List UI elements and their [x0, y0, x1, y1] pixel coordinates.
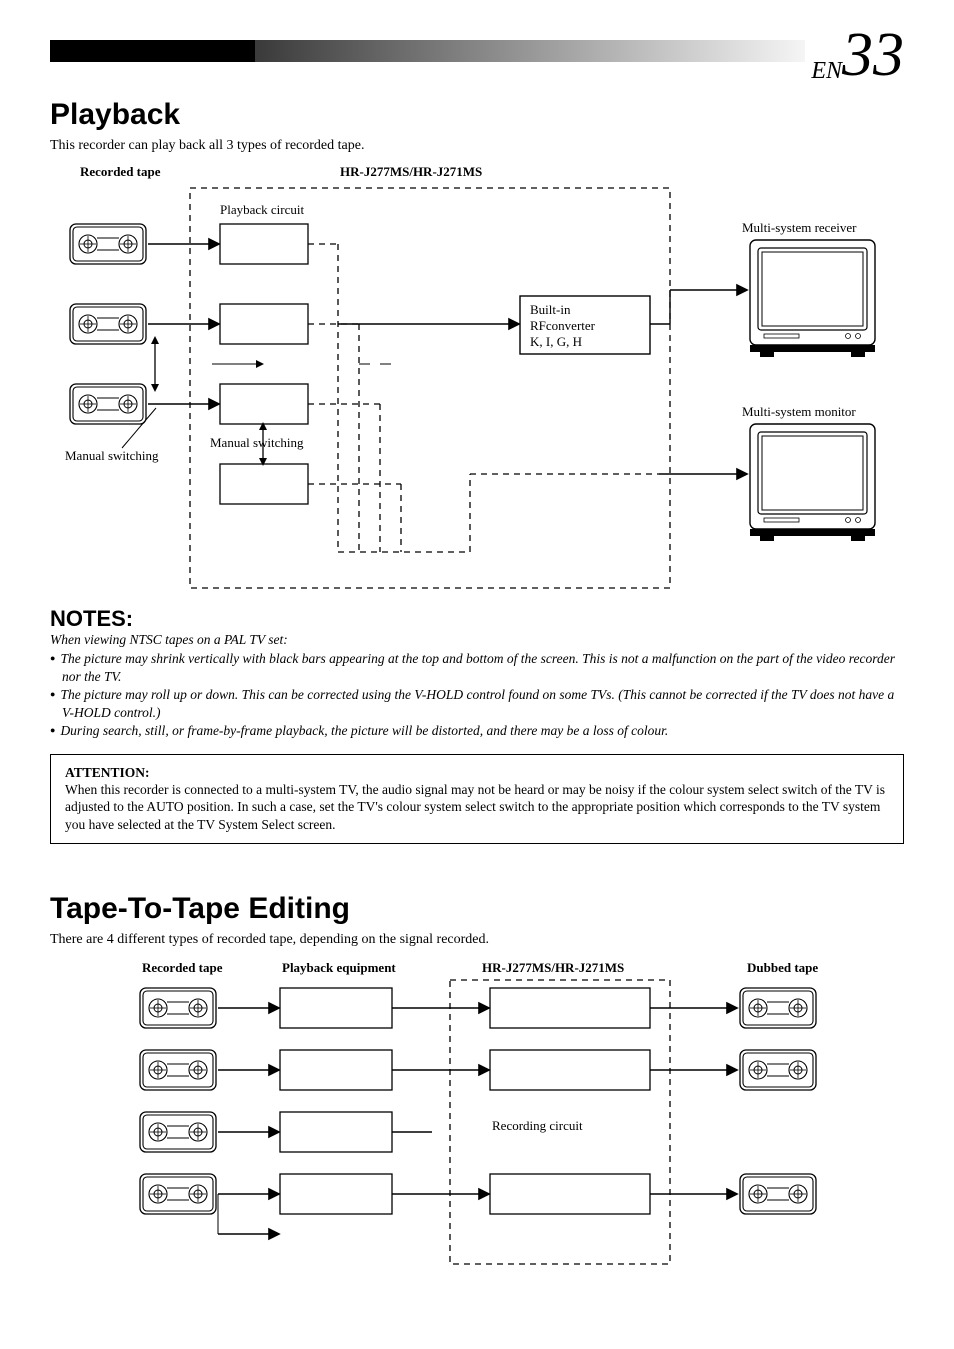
label-model: HR-J277MS/HR-J271MS [340, 164, 482, 179]
recording-box [490, 1174, 650, 1214]
playback-box-1 [220, 224, 308, 264]
playback-box-4 [220, 464, 308, 504]
editing-intro: There are 4 different types of recorded … [50, 932, 904, 948]
tv-receiver-icon [750, 240, 875, 357]
label-recorded-tape-2: Recorded tape [142, 960, 223, 975]
cassette-icon [740, 1174, 816, 1214]
label-playback-equipment: Playback equipment [282, 960, 396, 975]
arrowhead [259, 422, 267, 430]
label-rf-l2: RFconverter [530, 318, 596, 333]
tv-monitor-icon [750, 424, 875, 541]
attention-body: When this recorder is connected to a mul… [65, 781, 889, 834]
attention-box: ATTENTION: When this recorder is connect… [50, 754, 904, 845]
cassette-icon [740, 1050, 816, 1090]
playback-title: Playback [50, 98, 904, 132]
arrowhead [256, 360, 264, 368]
cassette-icon [140, 1112, 216, 1152]
notes-list: The picture may shrink vertically with b… [50, 650, 904, 740]
label-rf-l1: Built-in [530, 302, 571, 317]
editing-title: Tape-To-Tape Editing [50, 892, 904, 926]
header-black-bar [50, 40, 255, 62]
playback-eq-box [280, 988, 392, 1028]
arrowhead-up [151, 336, 159, 344]
label-recorded-tape: Recorded tape [80, 164, 161, 179]
arrowhead [259, 458, 267, 466]
header-gradient-bar [255, 40, 805, 62]
cassette-icon-3 [70, 384, 146, 424]
page-header: EN 33 [50, 30, 904, 80]
recording-box [490, 988, 650, 1028]
label-model-2: HR-J277MS/HR-J271MS [482, 960, 624, 975]
recording-box [490, 1050, 650, 1090]
model-dashed-box [190, 188, 670, 588]
label-manual-switching-mid: Manual switching [210, 435, 304, 450]
editing-diagram: Recorded tape Playback equipment HR-J277… [50, 958, 904, 1278]
playback-box-2 [220, 304, 308, 344]
cassette-icon [140, 988, 216, 1028]
leader-line [122, 408, 156, 448]
attention-title: ATTENTION: [65, 765, 889, 781]
label-multi-receiver: Multi-system receiver [742, 220, 857, 235]
label-manual-switching-left: Manual switching [65, 448, 159, 463]
notes-intro: When viewing NTSC tapes on a PAL TV set: [50, 632, 904, 648]
playback-intro: This recorder can play back all 3 types … [50, 138, 904, 154]
playback-diagram: Recorded tape HR-J277MS/HR-J271MS Manual… [50, 164, 904, 594]
page-lang-code: EN [811, 61, 842, 81]
playback-box-3 [220, 384, 308, 424]
playback-eq-box [280, 1112, 392, 1152]
notes-item: The picture may shrink vertically with b… [50, 650, 904, 685]
notes-heading: NOTES: [50, 606, 904, 632]
notes-item: The picture may roll up or down. This ca… [50, 686, 904, 721]
label-dubbed-tape: Dubbed tape [747, 960, 818, 975]
page-number: EN 33 [805, 29, 904, 82]
playback-eq-box [280, 1050, 392, 1090]
notes-item: During search, still, or frame-by-frame … [50, 722, 904, 740]
label-rf-l3: K, I, G, H [530, 334, 582, 349]
playback-eq-box [280, 1174, 392, 1214]
cassette-icon [140, 1174, 216, 1214]
label-playback-circuit: Playback circuit [220, 202, 304, 217]
cassette-icon [740, 988, 816, 1028]
arrowhead-down [151, 384, 159, 392]
cassette-icon-1 [70, 224, 146, 264]
label-multi-monitor: Multi-system monitor [742, 404, 856, 419]
page-number-value: 33 [842, 29, 904, 82]
cassette-icon [140, 1050, 216, 1090]
label-recording-circuit: Recording circuit [492, 1118, 583, 1133]
cassette-icon-2 [70, 304, 146, 344]
